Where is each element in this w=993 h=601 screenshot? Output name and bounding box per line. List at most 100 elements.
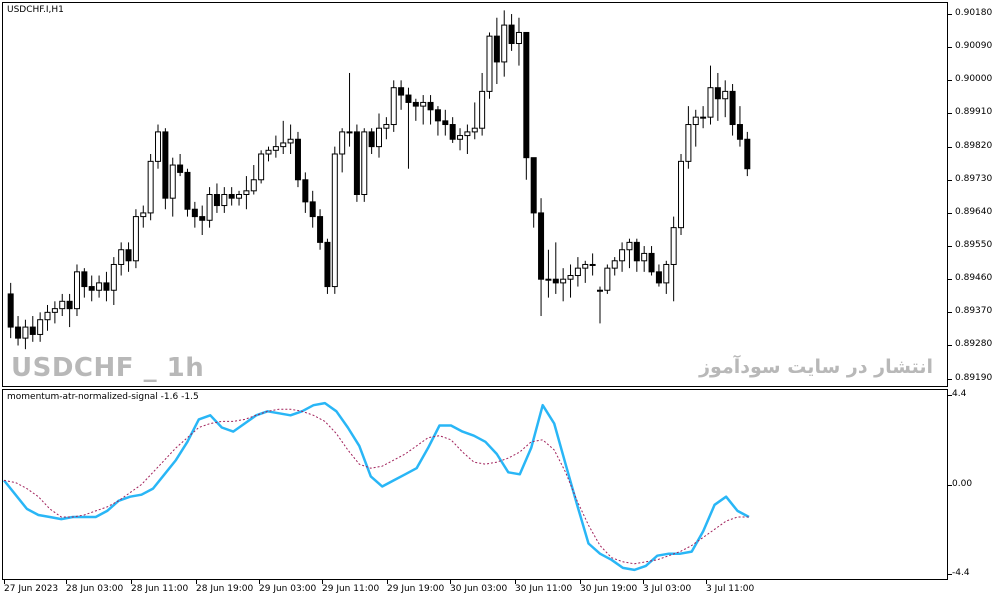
candle-body bbox=[96, 282, 103, 291]
candle-body bbox=[66, 300, 73, 310]
price-axis-tick bbox=[948, 378, 952, 380]
candle-body bbox=[648, 252, 655, 273]
candle-body bbox=[420, 101, 427, 107]
candle-body bbox=[199, 216, 206, 221]
candle-body bbox=[88, 286, 95, 291]
indicator-pane[interactable]: momentum-atr-normalized-signal -1.6 -1.5 bbox=[2, 389, 948, 580]
candle bbox=[346, 72, 353, 147]
candle-body bbox=[611, 260, 618, 269]
candle-body bbox=[309, 201, 316, 218]
time-axis-tick bbox=[580, 580, 581, 584]
candle-body bbox=[501, 24, 508, 63]
candle bbox=[574, 257, 581, 287]
candle-body bbox=[376, 127, 382, 148]
time-axis-label: 29 Jun 03:00 bbox=[259, 584, 317, 594]
time-axis-label: 28 Jun 19:00 bbox=[196, 584, 254, 594]
candle-body bbox=[692, 116, 699, 126]
candle-body bbox=[663, 263, 670, 284]
candle-body bbox=[294, 138, 301, 181]
candle bbox=[420, 95, 427, 125]
candle bbox=[626, 238, 633, 269]
candle-body bbox=[169, 164, 176, 199]
candle bbox=[714, 72, 721, 121]
candle bbox=[493, 17, 500, 85]
momentum-line bbox=[3, 401, 750, 572]
candle-body bbox=[685, 124, 692, 162]
candle bbox=[7, 282, 14, 339]
candle bbox=[434, 106, 441, 136]
candle bbox=[390, 80, 397, 132]
candle bbox=[611, 257, 618, 276]
price-axis-tick bbox=[948, 80, 952, 82]
candle bbox=[184, 168, 191, 217]
candle-body bbox=[582, 263, 589, 269]
candle bbox=[560, 268, 567, 302]
candle bbox=[155, 124, 162, 169]
candle bbox=[258, 150, 265, 184]
candle-body bbox=[155, 131, 162, 162]
candle bbox=[685, 106, 692, 169]
price-axis-label: 0.89820 bbox=[955, 140, 993, 151]
candle bbox=[633, 238, 640, 272]
price-axis-tick bbox=[948, 113, 952, 115]
candle-body bbox=[272, 146, 279, 151]
candle-body bbox=[287, 138, 294, 144]
price-axis-tick bbox=[948, 146, 952, 148]
price-axis-tick bbox=[948, 212, 952, 214]
candle-body bbox=[552, 278, 559, 284]
candle-body bbox=[302, 179, 309, 203]
candle bbox=[619, 242, 626, 272]
candle-body bbox=[626, 241, 633, 251]
candle bbox=[221, 187, 228, 213]
candle bbox=[22, 319, 29, 350]
candle bbox=[250, 165, 257, 195]
candle-body bbox=[236, 194, 243, 199]
candle-body bbox=[714, 87, 721, 100]
time-axis-tick bbox=[706, 580, 707, 584]
candle bbox=[383, 117, 390, 140]
candle-body bbox=[228, 194, 235, 199]
candle bbox=[236, 190, 243, 206]
candle-body bbox=[81, 271, 88, 288]
price-axis-label: 0.89460 bbox=[955, 273, 993, 284]
watermark-symbol: USDCHF _ 1h bbox=[11, 353, 205, 383]
candle bbox=[59, 293, 66, 317]
candle bbox=[449, 117, 456, 143]
candle bbox=[309, 190, 316, 228]
candle bbox=[744, 131, 751, 177]
price-axis-tick bbox=[948, 279, 952, 281]
price-chart-pane[interactable]: USDCHF.I,H1 USDCHF _ 1h انتشار در سایت س… bbox=[2, 2, 948, 387]
price-axis-tick bbox=[948, 179, 952, 181]
candle-body bbox=[523, 31, 530, 159]
candle-body bbox=[206, 194, 213, 221]
candle-body bbox=[574, 267, 581, 277]
candle bbox=[272, 135, 279, 158]
candle-body bbox=[707, 87, 714, 118]
candle bbox=[530, 157, 537, 228]
time-axis-tick bbox=[131, 580, 132, 584]
candle bbox=[37, 312, 44, 342]
candle-body bbox=[317, 216, 324, 243]
candle-body bbox=[265, 149, 272, 155]
candle-body bbox=[213, 194, 220, 207]
time-axis-tick bbox=[450, 580, 451, 584]
candle bbox=[110, 257, 117, 305]
candle-body bbox=[744, 138, 751, 170]
candle bbox=[265, 146, 272, 162]
candle bbox=[29, 316, 36, 342]
price-axis-label: 0.90000 bbox=[955, 74, 993, 85]
candle bbox=[678, 153, 685, 236]
candle bbox=[670, 216, 677, 302]
signal-line bbox=[3, 408, 749, 565]
candle bbox=[287, 124, 294, 154]
candle bbox=[228, 187, 235, 206]
candle-body bbox=[538, 212, 545, 280]
indicator-axis-tick bbox=[948, 484, 952, 486]
indicator-axis-tick bbox=[948, 395, 952, 396]
candle bbox=[427, 95, 434, 125]
candle bbox=[692, 109, 699, 147]
candle bbox=[515, 17, 522, 66]
indicator-axis-label: 4.4 bbox=[952, 389, 967, 399]
candle-body bbox=[258, 153, 265, 181]
candle bbox=[199, 205, 206, 236]
